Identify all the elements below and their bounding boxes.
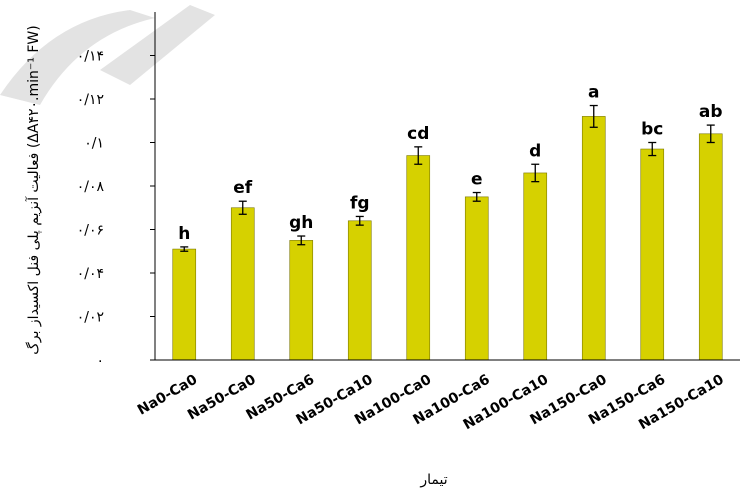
y-tick-label: ۰/۱ [84, 136, 104, 152]
bar-Na50-Ca6 [289, 240, 314, 361]
bar-Na150-Ca6 [640, 148, 665, 361]
y-tick-label: ۰/۰۴ [77, 266, 104, 282]
significance-letter: ef [233, 178, 253, 198]
x-axis-title: تیمار [419, 472, 447, 488]
y-tick-label: ۰/۰۲ [77, 310, 104, 326]
significance-letter: ab [699, 102, 723, 122]
bar-Na50-Ca0 [230, 207, 255, 361]
bar-Na50-Ca10 [347, 220, 372, 361]
y-tick-label: ۰/۰۶ [77, 223, 104, 239]
significance-letter: a [588, 83, 599, 103]
bar-Na100-Ca10 [523, 172, 548, 361]
y-tick-label: ۰/۰۸ [77, 179, 105, 195]
significance-letter: cd [407, 124, 429, 144]
bar-Na100-Ca6 [464, 196, 489, 361]
significance-letter: d [529, 141, 541, 161]
bar-Na150-Ca0 [581, 116, 606, 361]
bar-Na150-Ca10 [698, 133, 723, 361]
bar-Na0-Ca0 [172, 248, 197, 361]
bar-Na100-Ca0 [406, 155, 431, 361]
significance-letter: fg [350, 193, 370, 213]
significance-letter: h [178, 224, 190, 244]
significance-letter: e [471, 170, 483, 190]
y-axis-title: فعالیت آنزیم پلی فنل اکسیداز برگ (ΔA۴۲۰.… [24, 25, 42, 354]
y-tick-label: ۰ [96, 353, 104, 369]
y-tick-label: ۰/۱۲ [77, 92, 104, 108]
watermark [0, 5, 215, 105]
significance-letter: bc [641, 120, 663, 140]
significance-letter: gh [289, 213, 313, 233]
y-tick-label: ۰/۱۴ [77, 49, 104, 65]
